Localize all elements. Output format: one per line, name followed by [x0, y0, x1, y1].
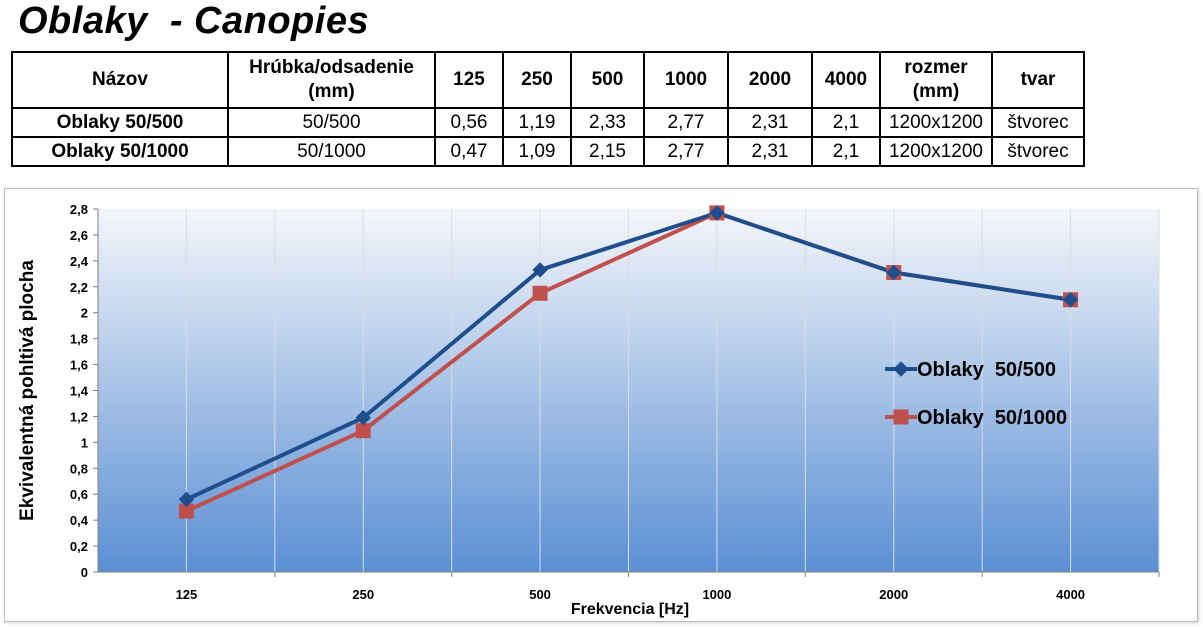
legend-marker [893, 361, 909, 377]
y-tick-label: 0,6 [70, 487, 88, 502]
row-cell: 2,1 [811, 107, 881, 138]
y-tick-label: 0 [81, 565, 88, 580]
header-hrubka: Hrúbka/odsadenie (mm) [227, 51, 436, 109]
header-2000: 2000 [727, 51, 813, 109]
table-row: Oblaky 50/500 50/500 0,56 1,19 2,33 2,77… [11, 107, 1085, 138]
data-point [532, 262, 548, 278]
y-axis-label: Ekvivalentná pohltivá plocha [17, 260, 38, 521]
series [178, 205, 1079, 519]
x-tick-label: 2000 [879, 587, 908, 602]
legend-label: Oblaky 50/500 [917, 359, 1056, 381]
y-tick-label: 2,8 [70, 202, 88, 217]
series-line [185, 210, 1071, 502]
data-point [886, 264, 902, 281]
row-cell: 1,09 [502, 136, 572, 167]
y-tick-label: 2,2 [70, 280, 88, 295]
line-chart: 0 0,2 0,4 0,6 0,8 1 1,2 1,4 1,6 1,8 2 2,2 2,4 2,6 2,8 1… [17, 202, 1160, 618]
row-cell: 2,77 [643, 136, 729, 167]
header-250: 250 [502, 51, 572, 109]
x-tick-label: 500 [529, 587, 551, 602]
row-cell: 2,31 [727, 107, 813, 138]
legend: Oblaky 50/500 Oblaky 50/1000 [885, 359, 1067, 429]
y-tick-label: 0,4 [70, 513, 89, 528]
header-tvar: tvar [991, 51, 1085, 109]
axes: 0 0,2 0,4 0,6 0,8 1 1,2 1,4 1,6 1,8 2 2,2 2,4 2,6 2,8 1… [70, 202, 1160, 602]
row-cell: 0,56 [434, 107, 504, 138]
data-point [1062, 292, 1079, 308]
row-cell: 1200x1200 [879, 136, 993, 167]
y-tick-label: 2 [81, 306, 88, 321]
x-tick-label: 1000 [702, 587, 731, 602]
data-point [355, 423, 371, 439]
row-cell: 50/1000 [227, 136, 436, 167]
row-cell: 50/500 [227, 107, 436, 138]
row-cell: štvorec [991, 107, 1085, 138]
row-cell: 1,19 [502, 107, 572, 138]
row-name: Oblaky 50/1000 [11, 136, 229, 167]
x-tick-label: 250 [352, 587, 374, 602]
legend-label: Oblaky 50/1000 [917, 407, 1067, 429]
spec-table: Názov Hrúbka/odsadenie (mm) 125 250 500 … [11, 51, 1085, 167]
row-cell: 1200x1200 [879, 107, 993, 138]
legend-marker [893, 409, 909, 425]
y-tick-label: 0,8 [70, 461, 88, 476]
x-axis-label: Frekvencia [Hz] [571, 601, 689, 618]
data-point [709, 205, 725, 221]
header-4000: 4000 [811, 51, 881, 109]
table-header-row: Názov Hrúbka/odsadenie (mm) 125 250 500 … [11, 51, 1085, 109]
header-500: 500 [570, 51, 645, 109]
y-tick-label: 1 [81, 435, 88, 450]
y-tick-label: 1,6 [70, 358, 88, 373]
row-cell: 2,77 [643, 107, 729, 138]
y-tick-label: 2,4 [70, 254, 89, 269]
data-point [178, 491, 195, 508]
page-title: Oblaky - Canopies [18, 0, 370, 42]
header-1000: 1000 [643, 51, 729, 109]
header-nazov: Názov [11, 51, 229, 109]
chart-container: 0 0,2 0,4 0,6 0,8 1 1,2 1,4 1,6 1,8 2 2,2 2,4 2,6 2,8 1… [4, 188, 1198, 622]
row-cell: 2,15 [570, 136, 645, 167]
header-125: 125 [434, 51, 504, 109]
x-tick-label: 4000 [1056, 587, 1085, 602]
row-name: Oblaky 50/500 [11, 107, 229, 138]
row-cell: 2,1 [811, 136, 881, 167]
row-cell: štvorec [991, 136, 1085, 167]
y-tick-label: 1,4 [70, 384, 89, 399]
table-row: Oblaky 50/1000 50/1000 0,47 1,09 2,15 2,… [11, 136, 1085, 167]
data-point [355, 410, 371, 426]
row-cell: 2,33 [570, 107, 645, 138]
header-rozmer: rozmer (mm) [879, 51, 993, 109]
data-point [532, 285, 548, 301]
y-tick-label: 1,2 [70, 409, 88, 424]
y-tick-label: 0,2 [70, 539, 88, 554]
y-tick-label: 1,8 [70, 332, 88, 347]
row-cell: 2,31 [727, 136, 813, 167]
row-cell: 0,47 [434, 136, 504, 167]
y-tick-label: 2,6 [70, 228, 88, 243]
x-tick-label: 125 [176, 587, 198, 602]
